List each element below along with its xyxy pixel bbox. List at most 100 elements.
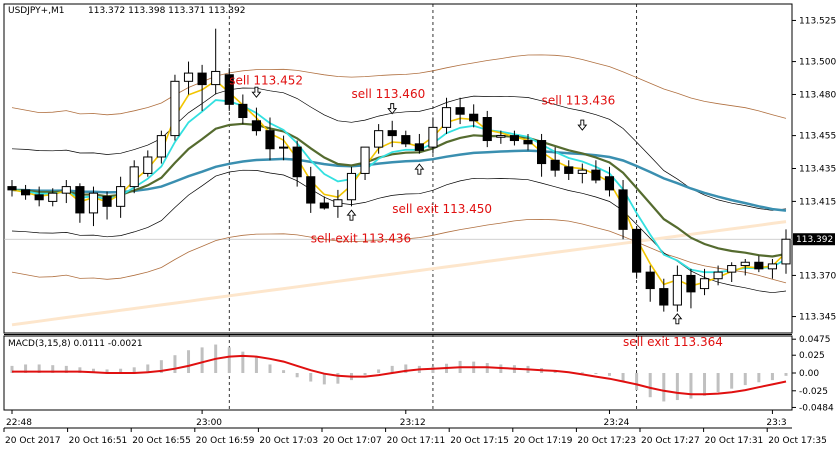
price-tick-label-2: 113.480	[799, 90, 836, 100]
candle-body-5	[75, 186, 85, 214]
macd-bar-1	[24, 364, 28, 373]
current-price-tag	[793, 233, 835, 246]
bottom-time-label-7: 20 Oct 17:15	[450, 436, 509, 446]
candle-body-19	[265, 130, 275, 150]
candle-body-14	[197, 72, 207, 86]
envelope-upper-line	[11, 54, 787, 119]
price-tick-label-8: 113.345	[799, 313, 836, 323]
candle-body-38	[523, 140, 533, 145]
macd-bar-11	[159, 360, 163, 373]
candle-body-45	[618, 189, 628, 230]
price-tick-label-0: 113.525	[799, 16, 836, 26]
sell-arrow-down-icon-1	[387, 103, 398, 115]
trade-annotation-2: sell 113.436	[542, 93, 616, 107]
candle-body-2	[34, 194, 44, 201]
buy-arrow-up-icon-1	[414, 163, 425, 175]
candle-body-47	[645, 271, 655, 290]
macd-bar-4	[64, 365, 68, 373]
candle-body-3	[48, 192, 58, 202]
candle-body-9	[129, 166, 139, 188]
candle-body-43	[591, 169, 601, 181]
macd-bar-49	[675, 373, 679, 401]
macd-bar-50	[689, 373, 693, 399]
ohlc-readout: 113.372 113.398 113.371 113.392	[88, 6, 245, 16]
macd-bar-45	[621, 373, 625, 382]
candle-body-28	[387, 130, 397, 137]
candle-body-29	[401, 135, 411, 145]
macd-bar-28	[390, 365, 394, 373]
bottom-time-label-10: 20 Oct 17:27	[641, 436, 700, 446]
macd-bar-51	[703, 373, 707, 396]
candle-body-50	[686, 274, 696, 293]
top-time-label-2: 23:12	[400, 418, 426, 428]
price-tick-label-3: 113.455	[799, 132, 836, 142]
envelope-lower-line	[11, 218, 787, 284]
trade-annotation-5: sell exit 113.364	[623, 335, 723, 349]
candle-body-52	[713, 271, 723, 280]
macd-tick-label-1: 0.025	[799, 351, 825, 361]
candle-body-34	[469, 113, 479, 122]
candle-body-4	[61, 186, 71, 194]
candle-body-42	[577, 169, 587, 174]
macd-bar-6	[91, 368, 95, 373]
candle-body-20	[279, 146, 289, 149]
macd-bar-29	[404, 364, 408, 373]
price-tick-label-1: 113.500	[799, 58, 836, 68]
candle-body-1	[21, 189, 31, 196]
macd-bar-14	[200, 347, 204, 373]
sell-arrow-down-icon-2	[577, 119, 588, 131]
candle-body-21	[292, 146, 302, 178]
candle-body-55	[754, 261, 764, 270]
macd-bar-20	[282, 370, 286, 373]
candle-body-6	[88, 192, 99, 214]
candle-body-32	[441, 107, 452, 128]
macd-signal-line	[12, 354, 787, 396]
macd-bar-43	[594, 373, 598, 374]
macd-bar-26	[363, 373, 367, 376]
candle-body-46	[632, 228, 642, 273]
current-price-label: 113.392	[796, 235, 833, 245]
candle-body-23	[319, 202, 329, 209]
candle-body-0	[7, 186, 17, 191]
candle-body-39	[537, 140, 547, 165]
price-tick-label-7: 113.370	[799, 271, 836, 281]
candle-body-35	[482, 117, 492, 142]
envelope-mid-line	[11, 87, 787, 211]
macd-bar-27	[377, 369, 381, 373]
macd-tick-label-4: -0.0484	[799, 403, 834, 413]
macd-bar-48	[662, 373, 666, 402]
candle-body-44	[604, 176, 615, 191]
macd-bar-12	[173, 355, 177, 373]
candle-body-26	[360, 146, 370, 174]
macd-tick-label-2: 0.00	[799, 369, 819, 379]
macd-bar-21	[295, 373, 299, 378]
trade-annotation-1: sell 113.460	[351, 87, 425, 101]
macd-bar-10	[146, 364, 150, 373]
ma-blue-line	[11, 149, 787, 212]
macd-bar-19	[268, 364, 272, 373]
macd-bar-54	[743, 373, 747, 386]
bottom-time-label-2: 20 Oct 16:55	[132, 436, 191, 446]
bottom-time-label-0: 20 Oct 2017	[5, 436, 61, 446]
macd-bar-46	[635, 373, 639, 391]
trade-annotation-3: sell exit 113.450	[392, 202, 492, 216]
top-time-label-1: 23:00	[196, 418, 222, 428]
bottom-time-label-6: 20 Oct 17:11	[387, 436, 446, 446]
macd-bar-18	[254, 357, 258, 373]
candle-body-33	[455, 107, 465, 115]
trade-annotation-4: sell-exit 113.436	[311, 232, 411, 246]
candle-body-49	[672, 274, 682, 306]
bottom-time-label-3: 20 Oct 16:59	[196, 436, 255, 446]
candle-body-16	[224, 74, 234, 105]
macd-tick-label-0: 0.0475	[799, 335, 831, 345]
bottom-time-label-11: 20 Oct 17:31	[705, 436, 764, 446]
ma-olive-line	[11, 122, 787, 258]
price-tick-label-5: 113.415	[799, 197, 836, 207]
buy-arrow-up-icon-0	[346, 209, 357, 221]
bottom-time-label-9: 20 Oct 17:23	[577, 436, 636, 446]
candle-body-30	[414, 143, 424, 151]
candle-body-53	[727, 265, 737, 273]
macd-bar-3	[51, 365, 55, 373]
